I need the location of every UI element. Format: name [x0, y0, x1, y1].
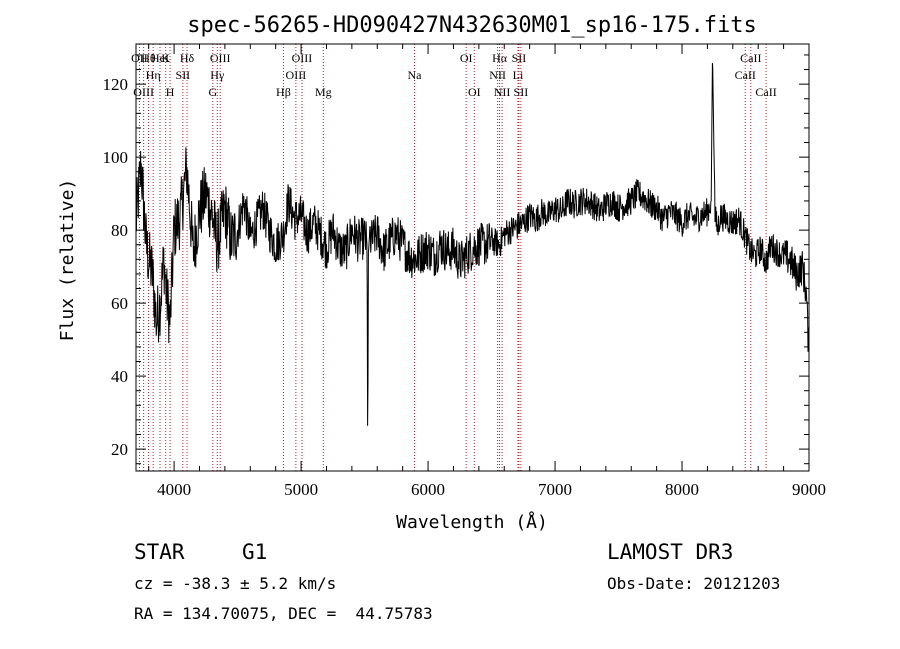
line-marker-label: H	[166, 85, 175, 99]
x-tick-label: 9000	[792, 480, 826, 499]
y-tick-label: 120	[103, 75, 129, 94]
y-axis-label: Flux (relative)	[57, 179, 78, 342]
line-marker-label: CaII	[735, 68, 756, 82]
y-tick-label: 60	[111, 294, 128, 313]
line-marker-label: Hβ	[276, 85, 291, 99]
line-marker-label: CaII	[755, 85, 776, 99]
subclass: G1	[242, 540, 268, 564]
line-marker-label: Hη	[146, 68, 161, 82]
line-marker-label: OIII	[210, 51, 231, 65]
line-marker-label: Li	[513, 68, 524, 82]
line-marker-label: CaII	[740, 51, 761, 65]
line-marker-label: G	[208, 85, 217, 99]
x-axis: 4000 5000 6000 7000 8000 9000	[148, 44, 826, 499]
line-marker-label: Mg	[315, 85, 332, 99]
x-tick-label: 8000	[665, 480, 699, 499]
coordinates: RA = 134.70075, DEC = 44.75783	[134, 604, 433, 623]
x-tick-label: 5000	[284, 480, 318, 499]
line-marker-label: Hδ	[180, 51, 195, 65]
y-tick-label: 40	[111, 367, 128, 386]
x-axis-label: Wavelength (Å)	[396, 511, 548, 533]
spectrum-line	[135, 62, 810, 426]
line-marker-label: OIII	[286, 68, 307, 82]
obs-date: Obs-Date: 20121203	[607, 574, 781, 593]
line-marker-label: OII	[131, 51, 148, 65]
line-marker-label: SII	[514, 85, 529, 99]
spectrum-series	[135, 62, 810, 426]
redshift-value: cz = -38.3 ± 5.2 km/s	[134, 574, 337, 593]
line-marker-label: SII	[176, 68, 191, 82]
x-tick-label: 6000	[411, 480, 445, 499]
line-marker-label: Hγ	[210, 68, 225, 82]
chart-title: spec-56265-HD090427N432630M01_sp16-175.f…	[187, 13, 757, 38]
x-tick-label: 4000	[157, 480, 191, 499]
y-tick-label: 100	[103, 148, 129, 167]
line-marker-label: HeI	[151, 51, 169, 65]
line-marker-label: K	[161, 51, 170, 65]
plot-frame	[135, 43, 810, 472]
y-axis: 20 40 60 80 100 120	[103, 54, 809, 465]
line-marker-label: Hθ	[141, 51, 156, 65]
line-marker-label: OIII	[133, 85, 154, 99]
line-marker-label: NII	[494, 85, 511, 99]
line-marker-label: OI	[460, 51, 473, 65]
line-marker-label: OI	[468, 85, 481, 99]
line-marker-label: SII	[512, 51, 527, 65]
line-marker-label: Na	[407, 68, 422, 82]
y-tick-label: 80	[111, 221, 128, 240]
line-marker-label: OIII	[292, 51, 313, 65]
y-tick-label: 20	[111, 440, 128, 459]
survey-name: LAMOST DR3	[607, 540, 734, 564]
line-marker-label: NII	[489, 68, 506, 82]
line-marker-label: Hα	[492, 51, 508, 65]
x-tick-label: 7000	[538, 480, 572, 499]
object-type: STAR	[134, 540, 185, 564]
